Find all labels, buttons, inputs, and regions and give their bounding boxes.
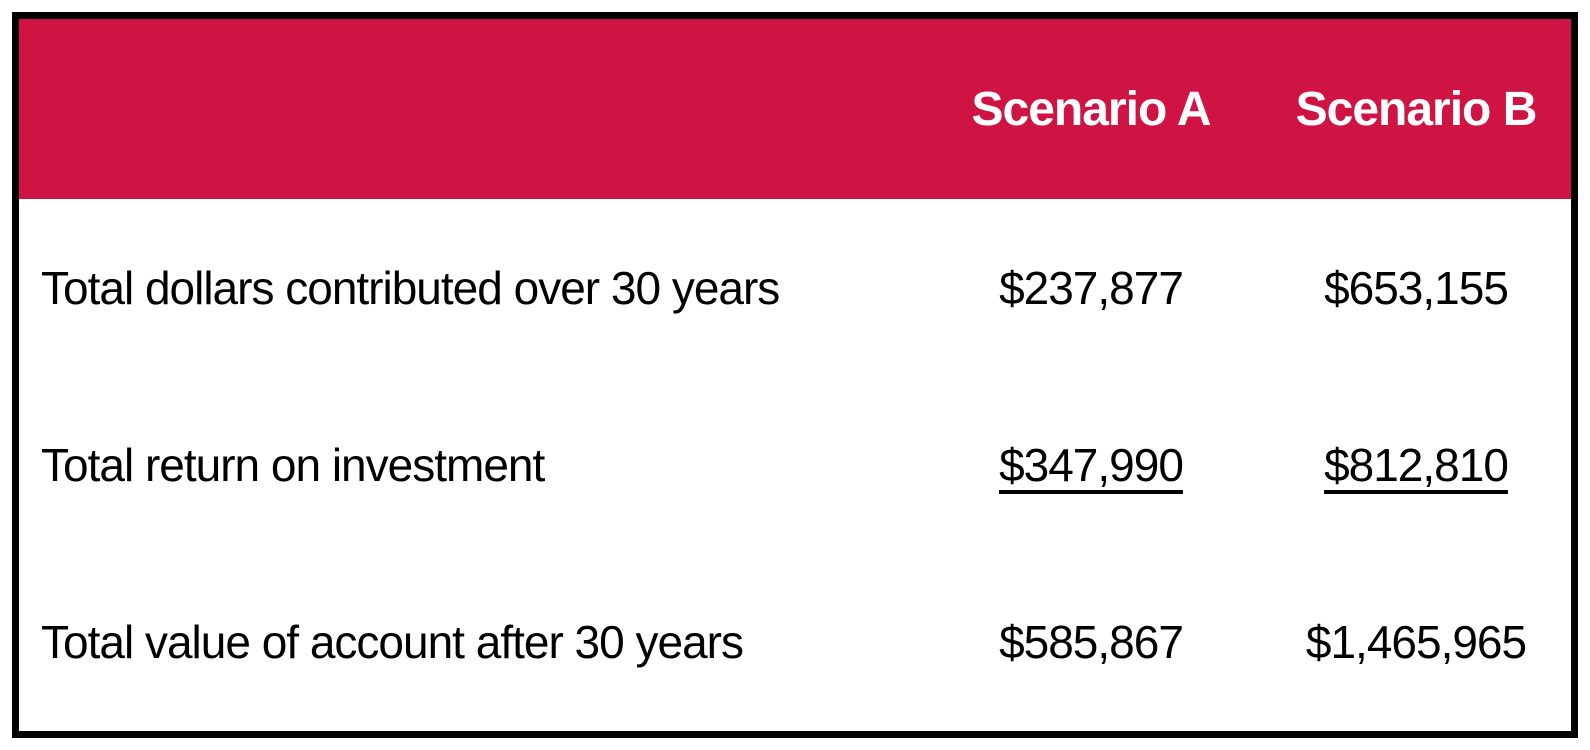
value-cell-scenario-b: $812,810 bbox=[1324, 438, 1509, 491]
scenario-comparison-table: Scenario A Scenario B Total dollars cont… bbox=[12, 12, 1578, 738]
value-cell-scenario-b: $1,465,965 bbox=[1305, 616, 1527, 669]
value-cell-scenario-a: $585,867 bbox=[999, 616, 1184, 669]
value-cell-scenario-a: $237,877 bbox=[999, 261, 1184, 314]
table-row-contributions: Total dollars contributed over 30 years … bbox=[19, 199, 1571, 376]
row-label: Total value of account after 30 years bbox=[41, 616, 744, 669]
row-label: Total dollars contributed over 30 years bbox=[41, 261, 780, 314]
header-cell-scenario-b: Scenario B bbox=[1295, 82, 1538, 136]
header-cell-scenario-a: Scenario A bbox=[971, 82, 1212, 136]
table-row-total-value: Total value of account after 30 years $5… bbox=[19, 554, 1571, 731]
value-cell-scenario-a: $347,990 bbox=[999, 438, 1184, 491]
table-body: Total dollars contributed over 30 years … bbox=[19, 199, 1571, 731]
row-label: Total return on investment bbox=[41, 438, 545, 491]
table-row-return: Total return on investment $347,990 $812… bbox=[19, 376, 1571, 553]
table-header-row: Scenario A Scenario B bbox=[19, 19, 1571, 199]
value-cell-scenario-b: $653,155 bbox=[1324, 261, 1509, 314]
